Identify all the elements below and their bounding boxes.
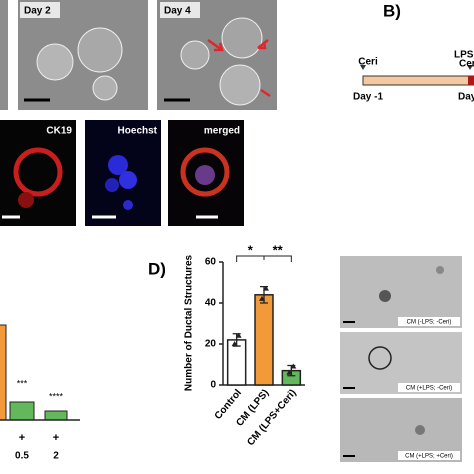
error-bar — [232, 333, 241, 347]
condition-row: 2 — [53, 451, 59, 462]
phase-images — [0, 0, 277, 110]
timeline-label: LPS — [454, 50, 474, 61]
timeline-label: Ceri — [358, 57, 378, 68]
image-caption: CM (+LPS; -Ceri) — [406, 386, 452, 392]
image-label: Day 2 — [24, 6, 51, 17]
condition-row: + — [53, 432, 59, 444]
fluorescence-images — [0, 120, 244, 226]
image-label: Day 4 — [164, 6, 191, 17]
significance: ** — [273, 242, 284, 257]
panel-label: B) — [383, 1, 401, 20]
data-point — [286, 369, 293, 375]
stain-label: Hoechst — [118, 126, 158, 137]
x-tick-label: CM (LPS+Ceri) — [245, 388, 298, 448]
timeline-bar — [362, 75, 474, 86]
y-axis-label: Number of Ductal Structures — [184, 254, 195, 391]
timeline-label: Cer — [459, 59, 474, 70]
y-tick-label: 60 — [205, 257, 217, 268]
bar — [254, 294, 274, 386]
timeline-end — [468, 76, 474, 85]
timeline-label: Day -1 — [353, 92, 383, 103]
data-point — [290, 363, 297, 369]
em-images — [340, 256, 462, 462]
image-caption: CM (-LPS; -Ceri) — [407, 320, 452, 326]
partial-chart — [0, 324, 80, 421]
panel-label: D) — [148, 259, 166, 278]
significance: * — [248, 242, 254, 257]
timeline-label: Day — [458, 92, 474, 103]
y-tick-label: 0 — [210, 380, 216, 391]
significance: **** — [49, 391, 64, 401]
data-point — [235, 332, 242, 338]
data-point — [259, 295, 265, 301]
image-caption: CM (+LPS; +Ceri) — [405, 454, 453, 460]
significance-bracket — [236, 255, 292, 262]
data-point — [231, 341, 238, 346]
stain-label: CK19 — [46, 126, 72, 137]
y-tick-label: 40 — [205, 298, 217, 309]
y-tick-label: 20 — [205, 339, 217, 350]
condition-row: 0.5 — [15, 451, 29, 462]
condition-row: + — [19, 432, 25, 444]
significance: *** — [17, 378, 28, 388]
stain-label: merged — [204, 126, 240, 137]
data-point — [263, 285, 269, 291]
